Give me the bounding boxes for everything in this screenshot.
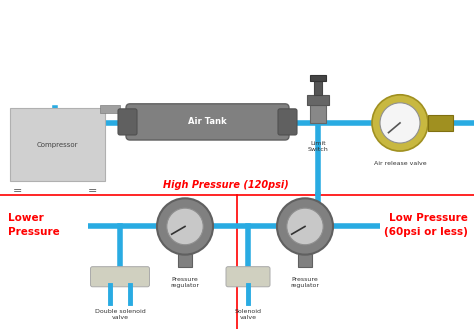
Bar [310,75,326,81]
Circle shape [167,208,203,245]
Text: Limit
Switch: Limit Switch [308,141,328,152]
Text: =: = [13,186,23,196]
Text: Pressure
regulator: Pressure regulator [291,277,319,288]
Bar [298,254,312,267]
Bar [314,81,322,95]
Text: Air release valve: Air release valve [374,161,426,166]
Circle shape [287,208,323,245]
Text: 55: 55 [416,10,432,23]
Text: FRC Pneumatic System Layout: FRC Pneumatic System Layout [85,25,313,38]
Bar [307,95,329,105]
Circle shape [380,103,420,143]
Bar [428,115,453,131]
FancyBboxPatch shape [118,109,137,135]
Text: Lower
Pressure: Lower Pressure [8,214,60,237]
Bar [100,105,120,113]
Text: 53: 53 [416,35,432,48]
Text: High Pressure (120psi): High Pressure (120psi) [163,180,289,190]
Text: Low Pressure
(60psi or less): Low Pressure (60psi or less) [384,214,468,237]
FancyBboxPatch shape [126,104,289,140]
Text: Compressor: Compressor [37,141,78,147]
Circle shape [157,198,213,255]
Circle shape [372,95,428,151]
Circle shape [277,198,333,255]
FancyBboxPatch shape [10,108,105,181]
FancyBboxPatch shape [278,109,297,135]
FancyBboxPatch shape [226,267,270,287]
Text: =: = [88,186,98,196]
Text: Air Tank: Air Tank [188,117,227,126]
Bar [178,254,192,267]
FancyBboxPatch shape [91,267,149,287]
Text: Pressure
regulator: Pressure regulator [171,277,200,288]
Bar [310,105,326,123]
Text: Solenoid
valve: Solenoid valve [235,309,262,320]
Text: Double solenoid
valve: Double solenoid valve [95,309,146,320]
